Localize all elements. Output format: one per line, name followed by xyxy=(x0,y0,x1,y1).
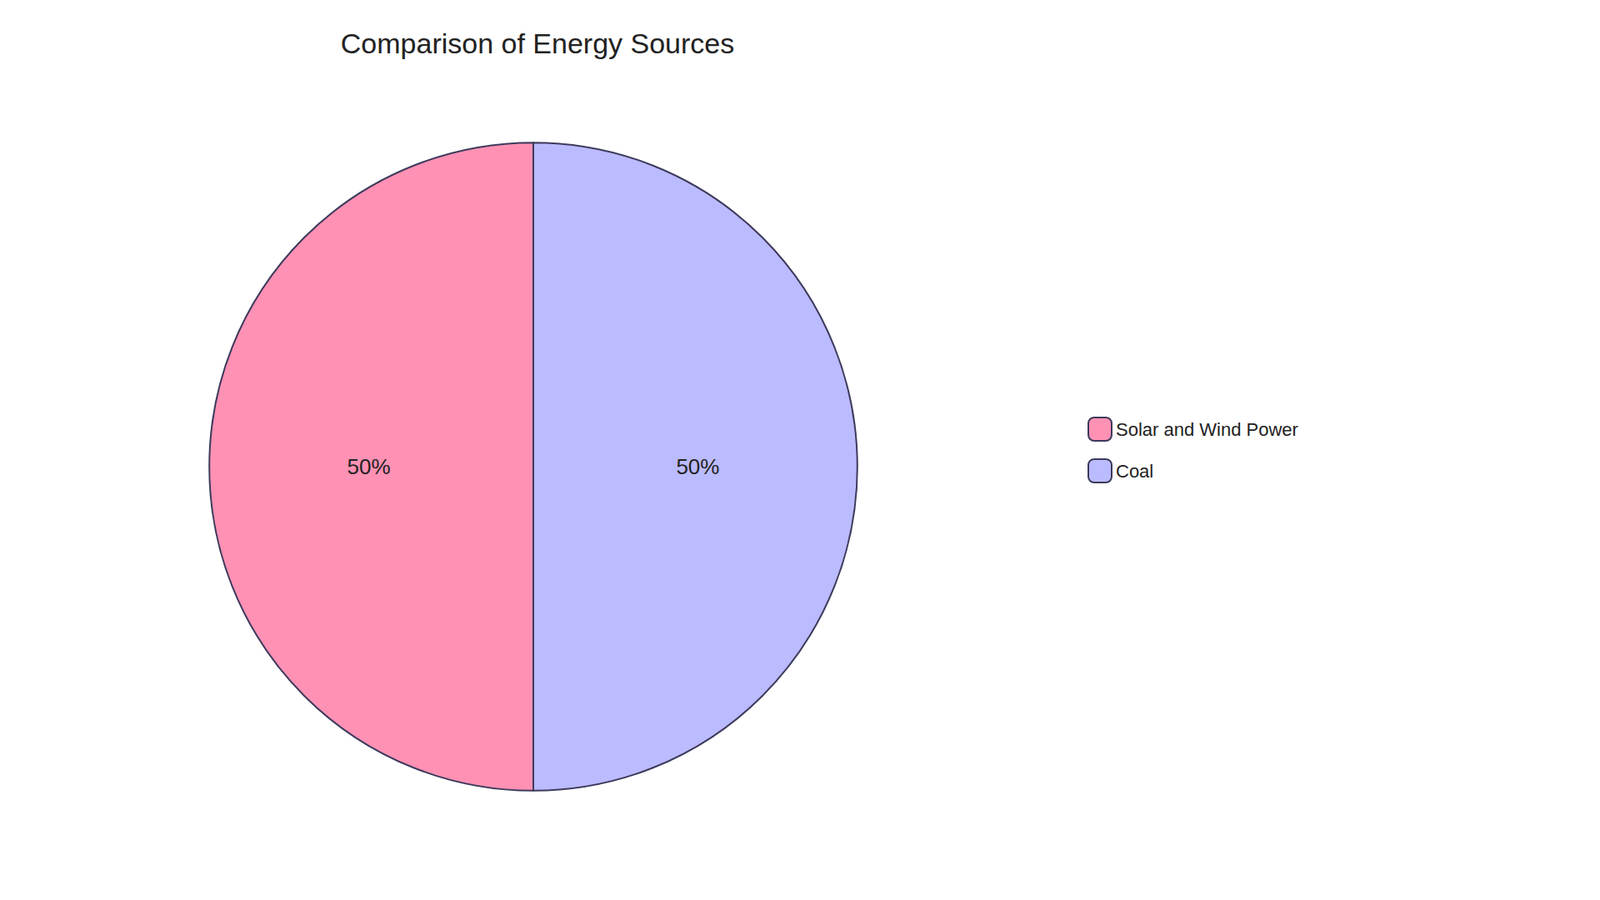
svg-text:Solar and Wind Power: Solar and Wind Power xyxy=(1115,419,1299,440)
svg-text:Comparison of Energy Sources: Comparison of Energy Sources xyxy=(340,27,735,60)
svg-text:50%: 50% xyxy=(675,454,720,480)
svg-text:Coal: Coal xyxy=(1115,460,1154,482)
svg-text:50%: 50% xyxy=(347,454,391,480)
